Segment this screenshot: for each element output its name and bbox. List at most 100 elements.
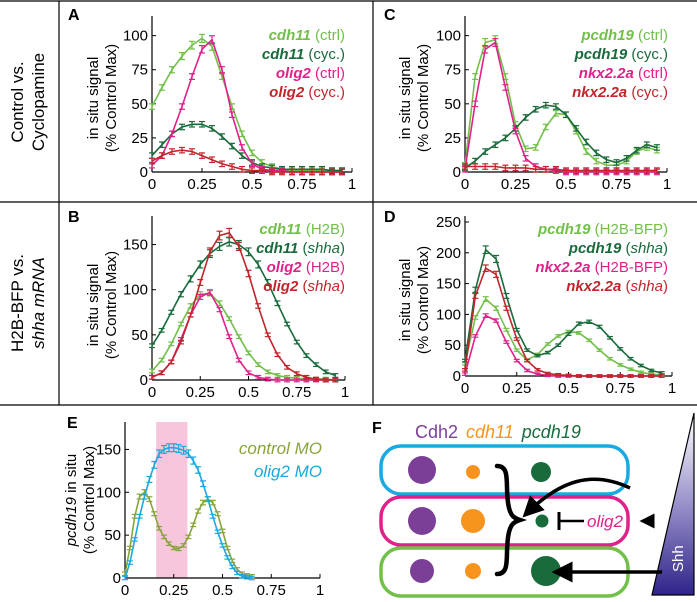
data-point-d-3 [586,374,593,378]
data-point-b-1 [187,275,194,283]
data-point-b-1 [255,260,262,269]
data-point-c-3 [653,167,660,174]
data-point-e-1 [126,560,133,565]
series-line-e-0 [124,491,252,578]
data-point-b-1 [216,241,223,251]
data-point-e-1 [214,529,221,535]
data-point-e-1 [122,575,128,581]
y-tick-label: 150 [436,276,461,293]
cdh2-dot-middle [408,507,436,535]
x-tick-label: 0.5 [212,582,233,599]
data-point-d-3 [596,374,603,378]
data-point-b-2 [245,370,252,376]
cdh11-dot-top [466,465,480,479]
data-point-b-2 [235,357,242,363]
data-point-b-3 [293,371,300,377]
data-point-b-3 [168,359,175,365]
data-point-a-1 [229,142,235,150]
data-point-b-3 [255,303,262,309]
data-point-d-1 [493,254,500,264]
data-point-c-3 [593,167,600,174]
data-point-d-2 [534,372,541,376]
data-point-d-2 [462,372,468,376]
legend-cdh2: Cdh2 [415,422,458,442]
data-point-c-1 [603,156,610,164]
data-point-b-0 [264,369,271,375]
panel-letter-b: B [68,209,80,226]
data-point-c-3 [623,167,630,174]
x-tick-label: 1 [316,582,324,599]
data-point-d-3 [472,292,479,299]
data-point-a-0 [149,103,155,110]
data-point-a-1 [159,141,165,149]
data-point-c-0 [542,123,549,131]
data-point-a-3 [169,148,175,155]
row-label-top-line1: Control vs. [8,61,27,142]
x-tick-label: 0.75 [602,176,631,193]
data-point-d-1 [565,332,572,336]
series-line-c-2 [464,41,657,173]
data-point-b-3 [216,230,223,241]
data-point-c-0 [583,148,590,155]
y-tick-label: 0 [453,164,461,181]
y-tick-label: 100 [123,282,148,299]
data-point-b-0 [245,350,252,356]
legend-entry: control MO [239,439,322,458]
legend-entry: pcdh19 (H2B-BFP) [537,221,668,238]
series-line-c-3 [465,165,657,172]
data-point-b-3 [149,374,155,380]
legend-entry: nkx2.2a (H2B-BFP) [535,259,668,276]
data-point-b-0 [235,334,242,340]
data-point-b-0 [168,341,175,347]
data-point-a-3 [199,152,205,159]
data-point-c-1 [613,159,620,166]
y-label-line2: (% Control Max) [415,246,432,354]
data-point-c-1 [653,144,660,151]
data-point-a-0 [189,40,195,50]
y-tick-label: 75 [444,62,461,79]
legend-entry: nkx2.2a (ctrl) [579,65,668,82]
data-point-c-0 [532,144,539,151]
data-point-d-2 [472,334,479,338]
data-point-a-3 [269,168,275,176]
data-point-d-1 [627,356,634,361]
data-point-c-3 [522,164,529,172]
data-point-a-2 [239,144,245,151]
data-point-e-1 [141,493,148,500]
data-point-d-2 [493,318,500,323]
data-point-a-3 [289,168,295,176]
legend-entry: cdh11 (cyc.) [262,46,345,63]
data-point-b-2 [197,293,204,301]
data-point-d-0 [493,305,500,311]
data-point-c-1 [633,146,640,154]
y-label-line1: in situ signal [397,57,414,140]
data-point-c-2 [522,155,529,162]
data-point-d-3 [544,371,551,376]
y-tick-label: 50 [131,327,148,344]
data-point-c-3 [492,163,499,170]
data-point-a-3 [319,168,325,176]
legend-entry: pcdh19 (shha) [568,240,668,257]
x-tick-label: 0.25 [186,384,215,401]
data-point-e-0 [170,545,177,551]
data-point-d-3 [513,337,520,341]
data-point-d-1 [637,363,644,368]
x-tick-label: 0 [148,176,156,193]
data-point-d-3 [617,374,624,378]
series-line-e-1 [124,446,252,579]
data-point-d-0 [596,348,603,352]
legend-entry: pcdh19 (cyc.) [574,46,668,63]
data-point-a-3 [339,168,345,176]
data-point-d-1 [617,347,624,351]
data-point-c-1 [593,149,600,157]
panel-b: Bin situ signal (% Control Max) 0 50 100 150 0… [68,209,349,401]
y-tick-label: 50 [444,337,461,354]
data-point-c-3 [563,167,569,174]
data-point-b-0 [274,373,281,378]
y-tick-label: 150 [96,441,121,458]
shh-gradient [651,412,695,596]
data-point-a-1 [239,152,245,159]
x-tick-label: 0 [121,582,129,599]
y-axis-label: pcdh19 in situ (% Control Max) [63,446,98,554]
